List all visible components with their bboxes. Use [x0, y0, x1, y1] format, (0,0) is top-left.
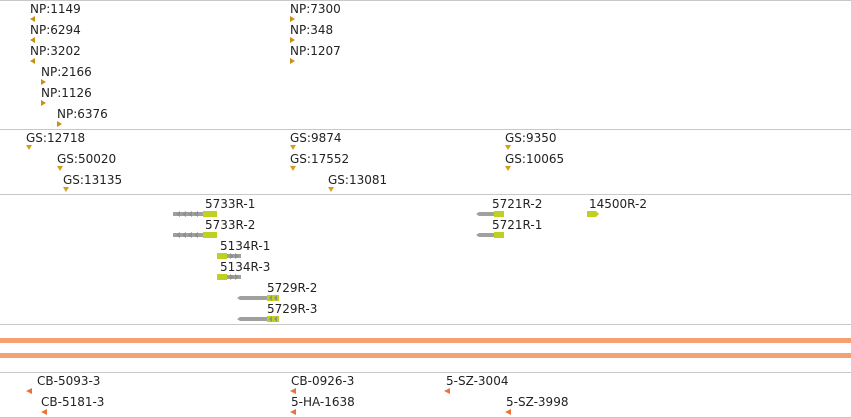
gene-track-divider	[0, 324, 851, 325]
gene-glyph-minus-icon	[476, 211, 504, 217]
gs-feature-label: GS:9350	[505, 131, 557, 145]
top-divider	[0, 0, 851, 1]
strand-marker-icon	[41, 100, 46, 106]
strand-marker-icon	[328, 187, 334, 192]
np-feature-label: NP:6294	[30, 23, 81, 37]
strand-marker-icon	[30, 37, 35, 43]
strand-marker-icon	[444, 388, 450, 394]
strand-marker-icon	[290, 16, 295, 22]
np-feature-label: NP:1207	[290, 44, 341, 58]
np-feature-label: NP:7300	[290, 2, 341, 16]
strand-marker-icon	[290, 166, 296, 171]
gene-label: 5134R-3	[220, 260, 271, 274]
gene-glyph-minus-icon	[237, 295, 279, 301]
clone-feature-label: 5-SZ-3004	[446, 374, 509, 388]
gene-glyph-minus-icon	[476, 232, 504, 238]
np-gs-divider	[0, 129, 851, 130]
strand-marker-icon	[290, 409, 296, 415]
gs-feature-label: GS:13081	[328, 173, 388, 187]
strand-marker-icon	[30, 58, 35, 64]
gene-model[interactable]: 5721R-2	[476, 197, 556, 217]
gs-feature-label: GS:12718	[26, 131, 86, 145]
clone-feature-label: 5-SZ-3998	[506, 395, 569, 409]
clone-feature-label: CB-0926-3	[291, 374, 355, 388]
gene-glyph-minus-icon	[237, 316, 279, 322]
contig-track-2[interactable]	[0, 353, 851, 358]
strand-marker-icon	[505, 166, 511, 171]
gs-feature-label: GS:10065	[505, 152, 565, 166]
contig-track-1[interactable]	[0, 338, 851, 343]
np-feature-label: NP:3202	[30, 44, 81, 58]
gene-glyph-plus-icon	[217, 253, 241, 259]
gene-model[interactable]: 14500R-2	[587, 197, 667, 217]
strand-marker-icon	[26, 388, 32, 394]
np-feature-label: NP:1149	[30, 2, 81, 16]
gene-label: 5733R-1	[205, 197, 256, 211]
np-feature-label: NP:6376	[57, 107, 108, 121]
gene-glyph-minus-icon	[173, 232, 217, 238]
gene-label: 14500R-2	[589, 197, 647, 211]
strand-marker-icon	[30, 16, 35, 22]
gene-glyph-plus-icon	[217, 274, 241, 280]
gs-gene-divider	[0, 194, 851, 195]
clone-feature-label: CB-5093-3	[37, 374, 101, 388]
np-feature-label: NP:1126	[41, 86, 92, 100]
gs-feature-label: GS:50020	[57, 152, 117, 166]
gene-model[interactable]: 5134R-1	[217, 239, 287, 259]
gene-model[interactable]: 5134R-3	[217, 260, 287, 280]
gene-model[interactable]: 5733R-2	[173, 218, 256, 238]
gene-label: 5721R-1	[492, 218, 543, 232]
strand-marker-icon	[290, 145, 296, 150]
np-feature-label: NP:2166	[41, 65, 92, 79]
clone-feature-label: 5-HA-1638	[291, 395, 355, 409]
strand-marker-icon	[290, 58, 295, 64]
strand-marker-icon	[57, 166, 63, 171]
strand-marker-icon	[26, 145, 32, 150]
gs-feature-label: GS:17552	[290, 152, 350, 166]
gene-glyph-plus-icon	[587, 211, 599, 217]
track-clone-divider	[0, 372, 851, 373]
gene-label: 5721R-2	[492, 197, 543, 211]
gene-label: 5733R-2	[205, 218, 256, 232]
gene-label: 5729R-3	[267, 302, 318, 316]
strand-marker-icon	[63, 187, 69, 192]
strand-marker-icon	[290, 388, 296, 394]
strand-marker-icon	[505, 145, 511, 150]
strand-marker-icon	[57, 121, 62, 127]
np-feature-label: NP:348	[290, 23, 334, 37]
strand-marker-icon	[505, 409, 511, 415]
strand-marker-icon	[290, 37, 295, 43]
gene-model[interactable]: 5733R-1	[173, 197, 256, 217]
gs-feature-label: GS:9874	[290, 131, 342, 145]
strand-marker-icon	[41, 409, 47, 415]
gene-model[interactable]: 5729R-2	[237, 281, 327, 301]
strand-marker-icon	[41, 79, 46, 85]
gene-model[interactable]: 5721R-1	[476, 218, 556, 238]
gene-label: 5134R-1	[220, 239, 271, 253]
clone-feature-label: CB-5181-3	[41, 395, 105, 409]
gene-label: 5729R-2	[267, 281, 318, 295]
gene-glyph-minus-icon	[173, 211, 217, 217]
gene-model[interactable]: 5729R-3	[237, 302, 327, 322]
gs-feature-label: GS:13135	[63, 173, 123, 187]
